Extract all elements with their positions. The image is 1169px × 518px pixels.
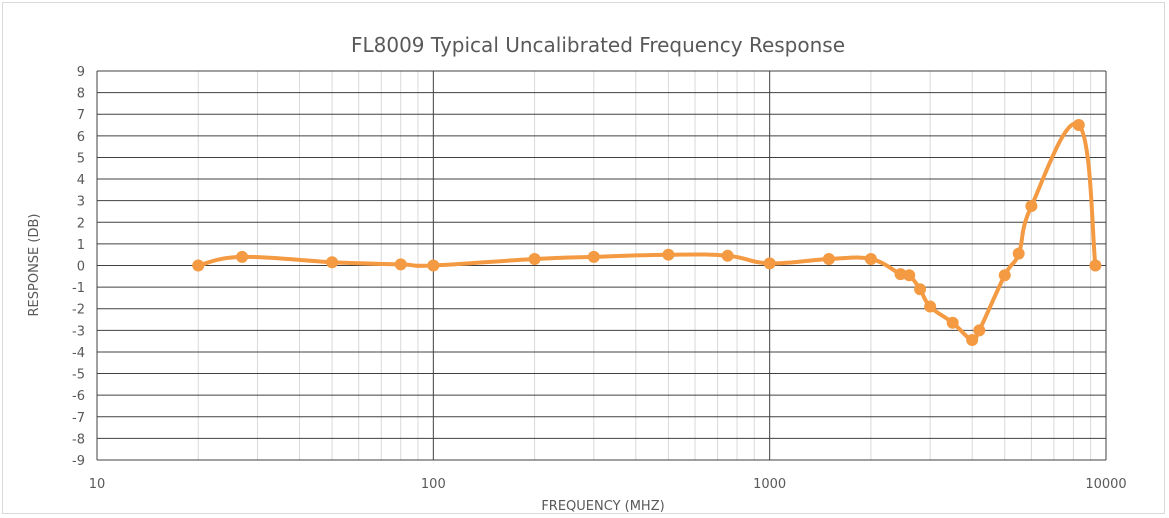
data-point <box>924 300 937 313</box>
data-point <box>914 283 927 296</box>
x-axis-title: FREQUENCY (MHZ) <box>541 499 664 514</box>
data-point <box>721 249 734 262</box>
data-point <box>946 316 959 329</box>
y-tick-label: 3 <box>77 195 85 210</box>
data-point <box>966 334 979 347</box>
data-point <box>864 253 877 266</box>
y-tick-label: -8 <box>72 432 85 447</box>
y-tick-label: 4 <box>77 173 85 188</box>
y-tick-label: 6 <box>77 130 85 145</box>
y-tick-label: 9 <box>77 65 85 80</box>
y-tick-label: -5 <box>72 368 85 383</box>
y-tick-label: 7 <box>77 108 85 123</box>
y-tick-label: 0 <box>77 260 85 275</box>
data-point <box>528 253 541 266</box>
y-tick-label: -2 <box>72 303 85 318</box>
x-axis-ticks: 10 100 1000 10000 <box>89 477 1127 492</box>
y-tick-label: -7 <box>72 411 85 426</box>
y-tick-label: 5 <box>77 151 85 166</box>
data-point <box>1012 247 1025 260</box>
x-tick-label: 10000 <box>1085 477 1126 492</box>
y-axis-title: RESPONSE (DB) <box>27 214 42 317</box>
y-tick-label: 2 <box>77 216 85 231</box>
x-tick-label: 100 <box>421 477 446 492</box>
chart-title: FL8009 Typical Uncalibrated Frequency Re… <box>351 33 845 57</box>
data-point <box>1089 259 1102 272</box>
x-tick-label: 10 <box>89 477 106 492</box>
data-point <box>1072 119 1085 132</box>
y-tick-label: -6 <box>72 389 85 404</box>
y-tick-label: -3 <box>72 324 85 339</box>
y-tick-label: -1 <box>72 281 85 296</box>
y-tick-label: 8 <box>77 87 85 102</box>
data-point <box>394 258 407 271</box>
data-point <box>192 259 205 272</box>
data-point <box>903 269 916 282</box>
data-point <box>998 269 1011 282</box>
y-tick-label: 1 <box>77 238 85 253</box>
data-point <box>427 259 440 272</box>
data-point <box>662 248 675 261</box>
data-point <box>973 324 986 337</box>
y-tick-label: -9 <box>72 454 85 469</box>
data-point <box>822 253 835 266</box>
major-gridlines <box>96 70 1107 461</box>
response-series-line <box>196 121 1098 344</box>
data-point <box>587 250 600 263</box>
x-tick-label: 1000 <box>753 477 786 492</box>
y-axis-ticks: 9 8 7 6 5 4 3 2 1 0 -1 -2 -3 -4 -5 -6 -7 -8 -9 <box>72 65 85 469</box>
data-point <box>326 256 339 269</box>
data-point <box>763 257 776 270</box>
response-series-points <box>192 119 1102 347</box>
data-point <box>1025 200 1038 213</box>
y-tick-label: -4 <box>72 346 85 361</box>
data-point <box>236 250 249 263</box>
